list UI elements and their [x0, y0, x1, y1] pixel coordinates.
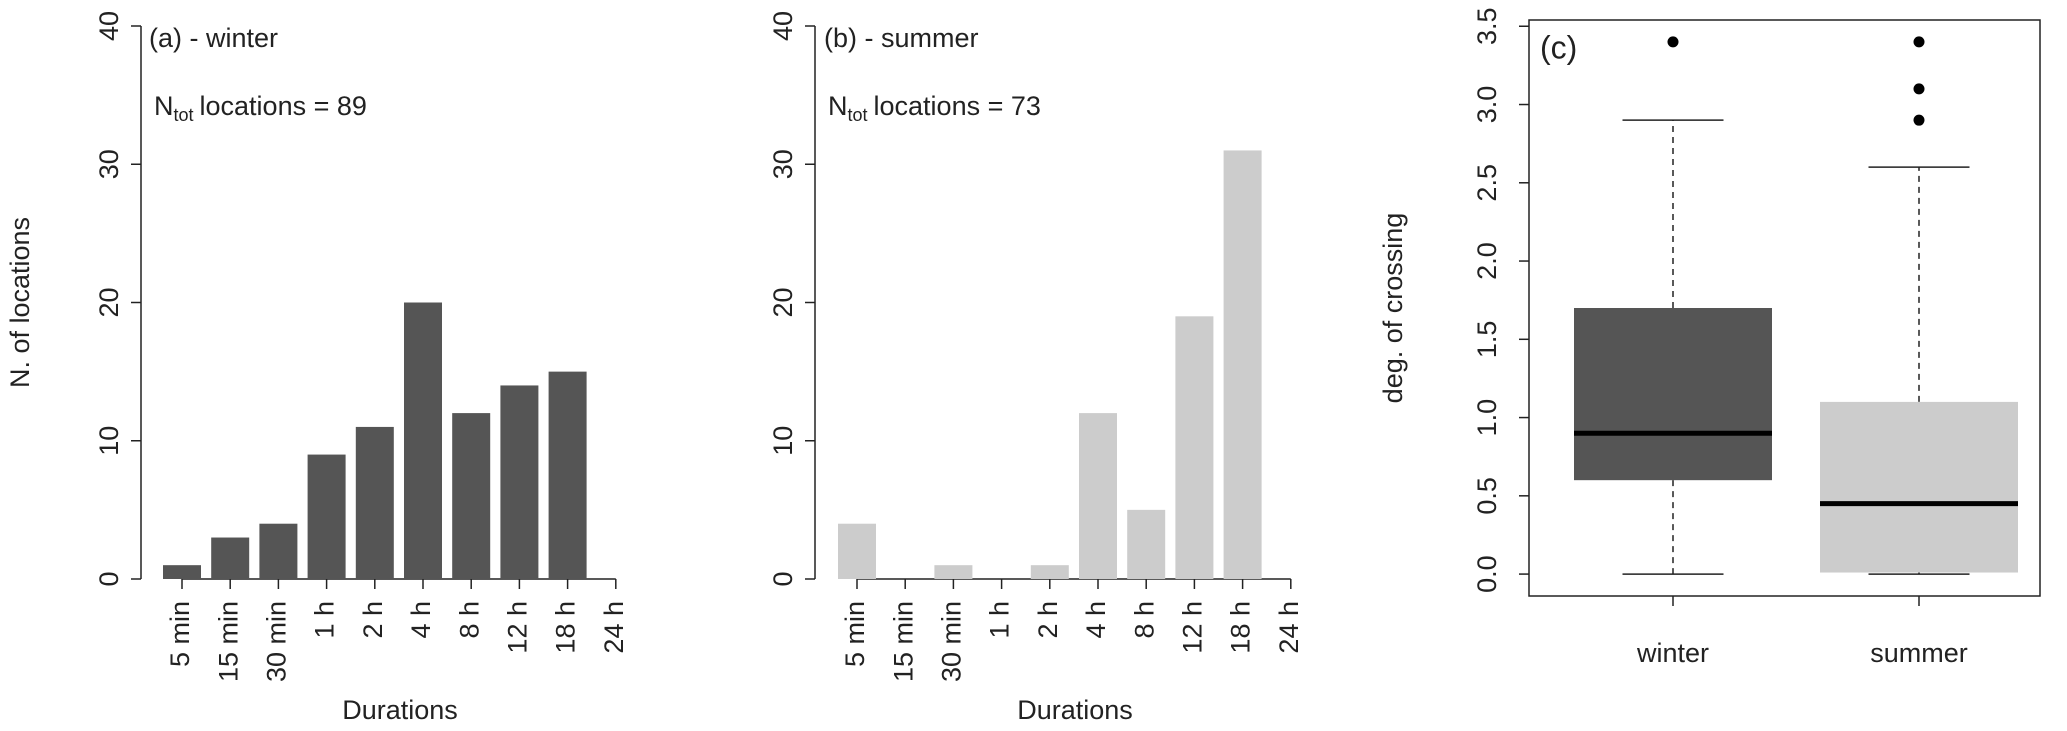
outlier: [1913, 114, 1925, 126]
count-text: locations = 89: [200, 91, 367, 121]
bar: [838, 523, 876, 579]
x-tick-label: 1 h: [985, 601, 1015, 639]
bar: [211, 537, 250, 579]
y-tick-label: 3.0: [1472, 86, 1502, 124]
bar: [1079, 413, 1117, 579]
x-axis-label: Durations: [1017, 695, 1133, 725]
x-tick-label: summer: [1870, 638, 1968, 668]
y-tick-label: 30: [768, 149, 798, 179]
x-tick-label: 4 h: [1081, 601, 1111, 639]
y-tick-label: 2.5: [1472, 164, 1502, 202]
outlier: [1667, 36, 1679, 48]
bar: [259, 523, 298, 579]
count-subscript: tot: [848, 105, 868, 125]
y-tick-label: 0: [94, 571, 124, 586]
y-tick-label: 30: [94, 149, 124, 179]
count-base: N: [154, 91, 174, 121]
y-tick-label: 10: [768, 426, 798, 456]
count-base: N: [828, 91, 848, 121]
y-tick-label: 40: [768, 11, 798, 41]
y-tick-label: 40: [94, 11, 124, 41]
y-tick-label: 10: [94, 426, 124, 456]
x-tick-label: 24 h: [1274, 601, 1304, 654]
x-tick-label: 24 h: [599, 601, 629, 654]
x-tick-label: 18 h: [1226, 601, 1256, 654]
x-tick-label: winter: [1636, 638, 1709, 668]
box: [1574, 308, 1772, 481]
x-tick-label: 4 h: [406, 601, 436, 639]
bar: [452, 413, 491, 579]
panel-label: (c): [1540, 29, 1577, 65]
x-tick-label: 2 h: [1033, 601, 1063, 639]
y-tick-label: 1.0: [1472, 399, 1502, 437]
y-tick-label: 2.0: [1472, 242, 1502, 280]
y-tick-label: 20: [94, 287, 124, 317]
count-text: locations = 73: [874, 91, 1041, 121]
bar: [1175, 316, 1214, 579]
y-tick-label: 1.5: [1472, 321, 1502, 359]
y-axis-label: N. of locations: [5, 217, 35, 388]
y-tick-label: 0.0: [1472, 555, 1502, 593]
bar: [163, 565, 201, 579]
panel-label: (b) - summer: [824, 23, 979, 53]
y-axis-label: deg. of crossing: [1378, 213, 1408, 404]
bar: [500, 385, 539, 579]
bar: [307, 454, 346, 579]
bar: [1030, 565, 1069, 579]
bar: [355, 426, 394, 579]
count-label: Ntot locations = 73: [828, 91, 1041, 125]
bar: [1127, 509, 1166, 579]
x-tick-label: 15 min: [888, 601, 918, 682]
bar: [934, 565, 973, 579]
x-tick-label: 30 min: [262, 601, 292, 682]
x-tick-label: 18 h: [551, 601, 581, 654]
y-tick-label: 3.5: [1472, 7, 1502, 45]
outlier: [1913, 36, 1925, 48]
bar: [404, 302, 442, 579]
x-tick-label: 15 min: [213, 601, 243, 682]
x-tick-label: 12 h: [1178, 601, 1208, 654]
panel-label: (a) - winter: [149, 23, 278, 53]
count-label: Ntot locations = 89: [154, 91, 367, 125]
plot-frame: [1528, 19, 2041, 597]
x-tick-label: 8 h: [1129, 601, 1159, 639]
x-axis-label: Durations: [342, 695, 458, 725]
x-tick-label: 1 h: [310, 601, 340, 639]
count-subscript: tot: [174, 105, 194, 125]
y-tick-label: 0: [768, 571, 798, 586]
x-tick-label: 30 min: [937, 601, 967, 682]
x-tick-label: 5 min: [840, 601, 870, 667]
bar: [1223, 150, 1262, 580]
x-tick-label: 2 h: [358, 601, 388, 639]
bar: [548, 371, 587, 579]
y-tick-label: 0.5: [1472, 477, 1502, 515]
x-tick-label: 8 h: [454, 601, 484, 639]
x-tick-label: 5 min: [165, 601, 195, 667]
x-tick-label: 12 h: [503, 601, 533, 654]
box: [1820, 401, 2018, 573]
outlier: [1913, 83, 1925, 95]
y-tick-label: 20: [768, 287, 798, 317]
